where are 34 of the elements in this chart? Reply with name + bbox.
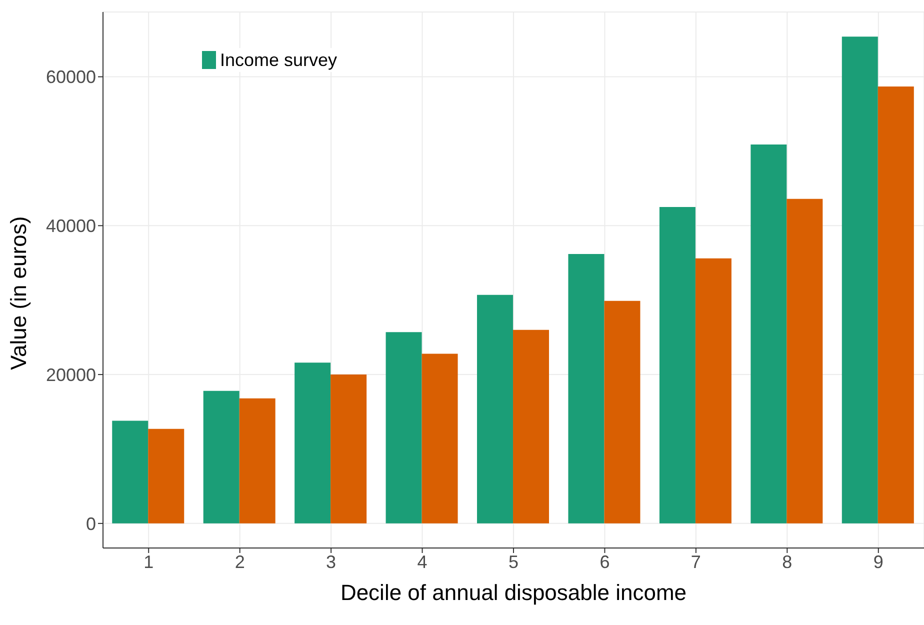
x-axis-title: Decile of annual disposable income bbox=[340, 580, 687, 605]
bar bbox=[294, 362, 331, 524]
x-tick-label: 6 bbox=[600, 552, 610, 572]
bar bbox=[750, 144, 787, 524]
x-tick-label: 3 bbox=[326, 552, 336, 572]
x-tick-label: 1 bbox=[144, 552, 154, 572]
x-tick-label: 2 bbox=[234, 552, 245, 572]
bar bbox=[386, 332, 422, 524]
y-tick-label: 60000 bbox=[46, 67, 96, 88]
bar bbox=[422, 354, 458, 524]
bar bbox=[842, 36, 878, 524]
bar bbox=[148, 428, 184, 524]
bar bbox=[659, 207, 696, 524]
bar bbox=[330, 374, 367, 524]
y-tick-label: 20000 bbox=[46, 364, 96, 385]
x-tick-label: 4 bbox=[417, 552, 428, 572]
bar bbox=[695, 258, 732, 524]
x-tick-label: 9 bbox=[873, 552, 884, 572]
y-tick-label: 0 bbox=[86, 514, 96, 534]
y-tick-label: 40000 bbox=[46, 216, 96, 236]
y-axis-title: Value (in euros) bbox=[6, 216, 31, 370]
x-tick-label: 5 bbox=[508, 552, 519, 572]
bar bbox=[239, 398, 276, 524]
bar bbox=[786, 198, 823, 524]
bar bbox=[513, 330, 550, 524]
x-tick-label: 8 bbox=[782, 552, 792, 572]
bar bbox=[112, 420, 148, 524]
bar bbox=[477, 294, 514, 524]
bar bbox=[203, 390, 240, 524]
bar bbox=[878, 86, 914, 524]
x-tick-label: 7 bbox=[690, 552, 701, 572]
legend-label: Income survey bbox=[220, 50, 338, 70]
bar bbox=[604, 300, 640, 524]
bar bbox=[568, 254, 604, 524]
